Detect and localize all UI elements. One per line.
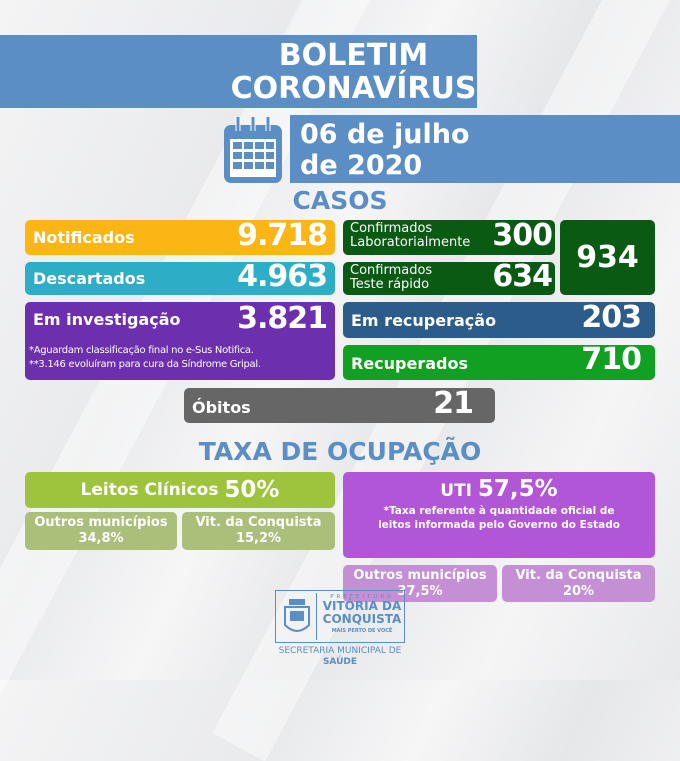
uti-outros-label: Outros municípios xyxy=(353,567,487,583)
date-banner: 06 de julho de 2020 xyxy=(290,115,680,183)
logo-line1: VITÓRIA DA xyxy=(322,599,402,613)
leitos-vc-card: Vit. da Conquista 15,2% xyxy=(182,512,335,550)
obitos-value: 21 xyxy=(433,386,474,421)
leitos-vc-label: Vit. da Conquista xyxy=(195,515,322,530)
prefeitura-logo: PREFEITURA VITÓRIA DA CONQUISTA MAIS PER… xyxy=(275,590,405,643)
obitos-card: Óbitos 21 xyxy=(184,386,495,423)
logo-top: PREFEITURA xyxy=(330,594,394,600)
secretaria-line1: SECRETARIA MUNICIPAL DE xyxy=(278,646,402,656)
uti-outros-value: 37,5% xyxy=(397,583,443,599)
descartados-card: Descartados 4.963 xyxy=(25,259,335,295)
leitos-outros-card: Outros municípios 34,8% xyxy=(25,512,177,550)
uti-outros-card: Outros municípios 37,5% xyxy=(343,565,497,602)
confirmados-total-value: 934 xyxy=(576,240,639,275)
secretaria-line2: SAÚDE xyxy=(322,657,358,667)
recuperacao-card: Em recuperação 203 xyxy=(343,300,655,338)
uti-card: UTI 57,5% *Taxa referente à quantidade o… xyxy=(343,472,655,558)
notificados-label: Notificados xyxy=(33,228,135,247)
title-banner: BOLETIM CORONAVÍRUS xyxy=(0,35,477,108)
date-line1: 06 de julho xyxy=(300,119,470,150)
recuperacao-label: Em recuperação xyxy=(351,311,497,330)
uti-value: 57,5% xyxy=(477,476,558,502)
calendar-icon xyxy=(224,117,282,183)
leitos-vc-value: 15,2% xyxy=(235,531,282,546)
investigacao-value: 3.821 xyxy=(237,301,328,336)
investigacao-label: Em investigação xyxy=(33,310,181,329)
notificados-value: 9.718 xyxy=(237,218,328,253)
logo-line2: CONQUISTA xyxy=(322,612,402,626)
casos-title: CASOS xyxy=(292,186,388,215)
investigacao-card: Em investigação 3.821 *Aguardam classifi… xyxy=(25,301,335,380)
leitos-card: Leitos Clínicos 50% xyxy=(25,472,335,508)
conf-lab-label1: Confirmados xyxy=(350,221,433,236)
uti-vc-label: Vit. da Conquista xyxy=(515,567,642,583)
recuperados-label: Recuperados xyxy=(351,354,469,373)
confirmados-total-card: 934 xyxy=(560,220,655,295)
investigacao-note2: **3.146 evoluíram para cura da Síndrome … xyxy=(29,359,261,370)
confirmados-rapido-card: Confirmados Teste rápido 634 xyxy=(343,259,555,295)
conf-lab-value: 300 xyxy=(492,218,553,253)
uti-note1: *Taxa referente à quantidade oficial de xyxy=(383,505,615,517)
logo-slogan: MAIS PERTO DE VOCÊ xyxy=(331,628,393,634)
conf-rapido-value: 634 xyxy=(492,259,553,294)
ocupacao-title: TAXA DE OCUPAÇÃO xyxy=(198,437,482,466)
uti-note2: leitos informada pelo Governo do Estado xyxy=(378,519,620,531)
uti-vc-value: 20% xyxy=(562,583,595,599)
confirmados-lab-card: Confirmados Laboratorialmente 300 xyxy=(343,218,555,255)
investigacao-note1: *Aguardam classificação final no e-Sus N… xyxy=(29,345,254,356)
title-line1: BOLETIM xyxy=(278,37,429,73)
notificados-card: Notificados 9.718 xyxy=(25,218,335,255)
date-line2: de 2020 xyxy=(300,150,423,181)
conf-rapido-label2: Teste rápido xyxy=(350,277,430,292)
descartados-label: Descartados xyxy=(33,269,146,288)
uti-label: UTI xyxy=(440,481,472,501)
uti-vc-card: Vit. da Conquista 20% xyxy=(502,565,655,602)
recuperacao-value: 203 xyxy=(581,300,642,335)
leitos-label: Leitos Clínicos xyxy=(80,480,219,500)
conf-rapido-label1: Confirmados xyxy=(350,263,433,278)
recuperados-card: Recuperados 710 xyxy=(343,342,655,380)
recuperados-value: 710 xyxy=(581,342,642,377)
descartados-value: 4.963 xyxy=(237,259,328,294)
obitos-label: Óbitos xyxy=(192,398,251,417)
coat-of-arms-icon xyxy=(284,599,310,632)
leitos-value: 50% xyxy=(224,477,280,503)
leitos-outros-value: 34,8% xyxy=(78,531,124,546)
title-line2: CORONAVÍRUS xyxy=(230,70,477,106)
leitos-outros-label: Outros municípios xyxy=(34,515,168,530)
conf-lab-label2: Laboratorialmente xyxy=(350,235,471,250)
